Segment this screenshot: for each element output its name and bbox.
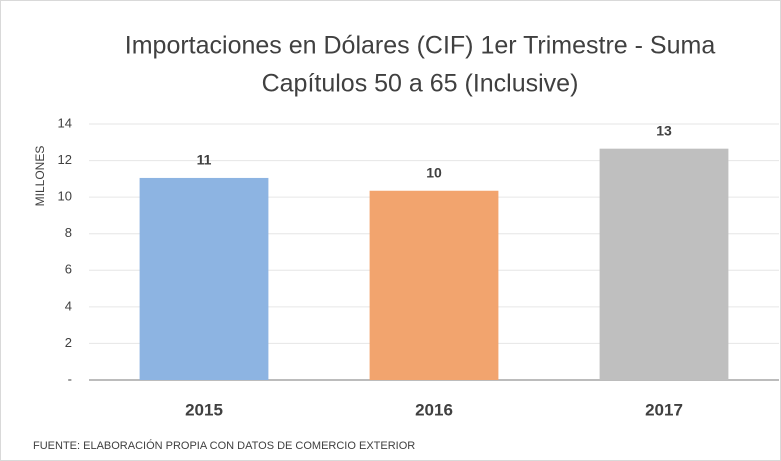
x-tick-label: 2017 — [645, 400, 683, 419]
data-label: 11 — [197, 152, 212, 168]
data-label: 10 — [426, 164, 442, 180]
chart-title: Importaciones en Dólares (CIF) 1er Trime… — [125, 32, 716, 60]
data-label: 13 — [656, 122, 672, 138]
y-tick-label: 2 — [65, 335, 72, 350]
chart-title: Capítulos 50 a 65 (Inclusive) — [262, 70, 579, 98]
y-axis-label: MILLONES — [33, 146, 47, 207]
source-note: FUENTE: ELABORACIÓN PROPIA CON DATOS DE … — [33, 439, 415, 452]
y-tick-label: 14 — [58, 115, 72, 130]
y-tick-label: 12 — [58, 152, 72, 167]
y-tick-label: 8 — [65, 225, 72, 240]
bar — [599, 148, 729, 380]
x-tick-label: 2015 — [185, 400, 223, 419]
y-tick-label: 6 — [65, 262, 72, 277]
bar — [139, 177, 269, 380]
y-tick-label: 10 — [58, 189, 72, 204]
y-tick-label: - — [68, 371, 72, 386]
bar — [369, 190, 499, 380]
y-tick-label: 4 — [65, 298, 72, 313]
x-tick-label: 2016 — [415, 400, 453, 419]
